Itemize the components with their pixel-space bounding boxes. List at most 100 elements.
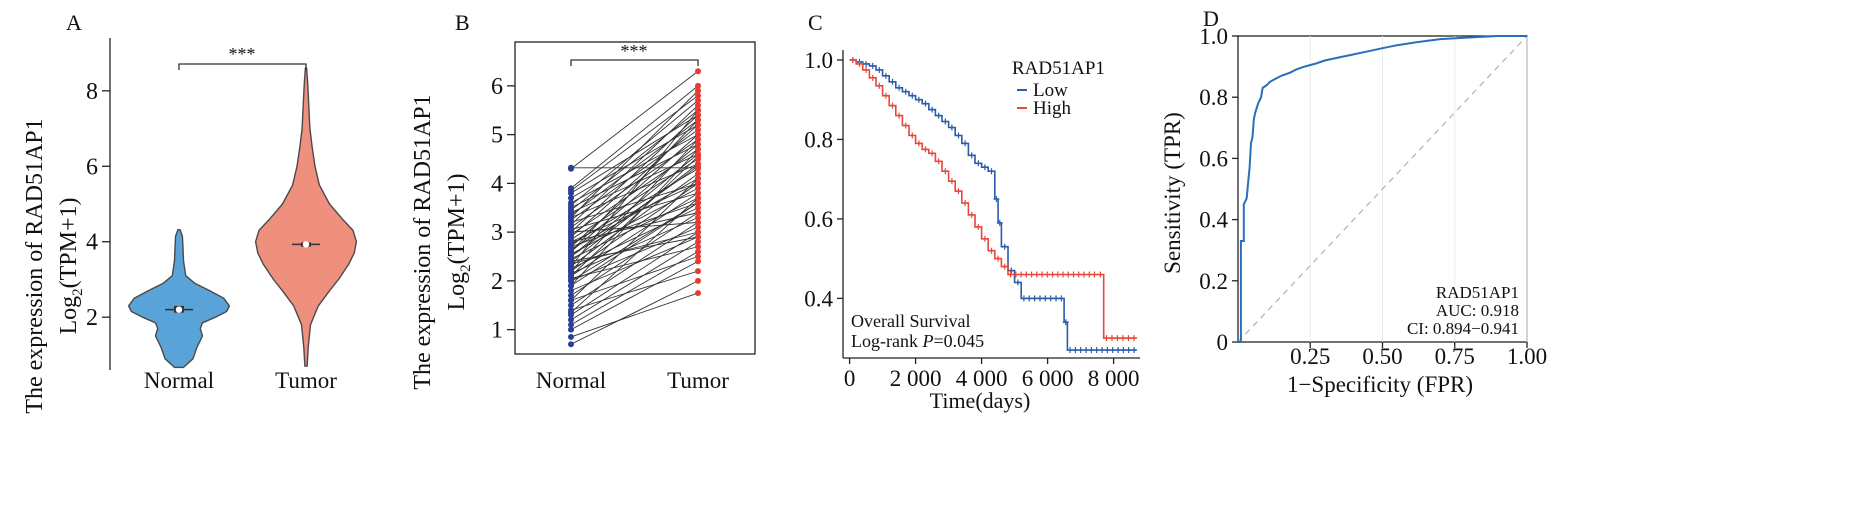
km-censor-low [1067, 347, 1074, 354]
km-censor-low [1020, 295, 1027, 302]
panel-c-xlabel: Time(days) [930, 388, 1031, 413]
tumor-point [695, 131, 701, 138]
panel-a-ylabel-line1: The expression of RAD51AP1 [22, 118, 48, 413]
km-censor-low [1014, 279, 1021, 286]
panel-c-annotation-line2: Log-rank P=0.045 [851, 331, 984, 351]
normal-point [568, 341, 574, 348]
km-censor-low [896, 84, 903, 91]
panel-a-sig-bracket [178, 63, 307, 70]
violin-tumor [254, 67, 358, 367]
tumor-point [695, 238, 701, 245]
pair-line [570, 153, 699, 214]
km-censor-high [922, 146, 929, 153]
pair-line [570, 217, 699, 274]
normal-point [568, 243, 574, 250]
pair-line [570, 192, 699, 277]
panel-d-ytick-label: 0 [1217, 330, 1229, 355]
pair-line [570, 134, 699, 204]
pair-line [570, 148, 699, 287]
km-censor-high [882, 92, 889, 99]
panel-b-ytick-label: 4 [491, 171, 503, 197]
tumor-point [695, 229, 701, 236]
panel-d-ytick-label: 0.4 [1199, 208, 1228, 233]
normal-point [568, 258, 574, 265]
tumor-point [695, 175, 701, 182]
panel-c-annotation: Overall Survival Log-rank P=0.045 [851, 311, 984, 351]
roc-curve [1238, 35, 1527, 343]
panel-d-ytick-label: 1.0 [1199, 24, 1228, 49]
pair-line [570, 182, 699, 223]
km-censor-low [993, 196, 1000, 203]
panel-c-plot [849, 56, 1138, 354]
panel-a-ylabel-line2: Log2(TPM+1) [56, 197, 86, 334]
panel-c-ytick-label: 0.4 [804, 286, 833, 311]
panel-d-xtick-label: 1.00 [1507, 344, 1547, 369]
km-censor-low [1131, 347, 1138, 354]
tumor-point [695, 107, 701, 114]
panel-a-sig-label: *** [229, 44, 256, 64]
km-censor-high [942, 168, 949, 175]
normal-point [568, 199, 574, 206]
panel-c-letter: C [808, 10, 823, 35]
normal-point [568, 282, 574, 289]
km-censor-low [1077, 347, 1084, 354]
panel-b-ytick-label: 5 [491, 123, 503, 149]
panel-b-ytick-label: 1 [491, 318, 503, 344]
pair-line [570, 221, 699, 233]
pair-line [570, 226, 699, 282]
tumor-point [695, 190, 701, 197]
pair-line [570, 182, 699, 243]
km-censor-low [1001, 243, 1008, 250]
km-censor-high [948, 178, 955, 185]
pair-line [570, 246, 699, 279]
km-censor-high [1097, 271, 1104, 278]
violin-normal [127, 229, 231, 369]
normal-point [568, 195, 574, 201]
km-censor-high [995, 255, 1002, 262]
tumor-point [695, 136, 701, 143]
km-censor-high [1075, 271, 1082, 278]
tumor-point [695, 121, 701, 128]
pair-line [570, 119, 699, 252]
panel-b-sig-label: *** [621, 41, 648, 61]
tumor-point [695, 170, 701, 177]
tumor-point [695, 153, 701, 160]
km-censor-high [1001, 263, 1008, 270]
pair-line [570, 260, 699, 331]
km-censor-low [1083, 347, 1090, 354]
panel-d-legend-line2: AUC: 0.918 [1436, 301, 1519, 320]
km-censor-low [902, 88, 909, 95]
km-censor-low [968, 152, 975, 159]
panel-a: A The expression of RAD51AP1 Log2(TPM+1)… [22, 10, 358, 414]
tumor-point [695, 87, 701, 94]
km-censor-low [1042, 295, 1049, 302]
km-censor-high [896, 112, 903, 119]
pair-line [570, 292, 699, 338]
normal-point [568, 248, 574, 255]
panel-d-legend-line3: CI: 0.894−0.941 [1407, 319, 1519, 338]
pair-line [570, 109, 699, 267]
km-censor-low [1104, 347, 1111, 354]
pair-line [570, 109, 699, 211]
km-censor-low [955, 132, 962, 139]
km-censor-low [1115, 347, 1122, 354]
km-censor-high [988, 247, 995, 254]
panel-a-yticks: 2 4 6 8 [86, 79, 110, 331]
km-censor-low [863, 60, 870, 67]
normal-point [568, 292, 574, 299]
tumor-point [695, 290, 701, 297]
normal-point [568, 277, 574, 284]
panel-d: D Sensitivity (TPR) 0 0.2 0.4 0.6 0.8 1.0 0.25… [1160, 6, 1547, 397]
km-censor-high [1028, 271, 1035, 278]
pair-line [570, 156, 699, 277]
km-censor-low [1036, 295, 1043, 302]
km-censor-low [929, 106, 936, 113]
km-censor-high [935, 158, 942, 165]
km-censor-low [996, 219, 1003, 226]
km-censor-high [1018, 271, 1025, 278]
tumor-point [695, 112, 701, 119]
km-censor-low [1026, 295, 1033, 302]
tumor-point [695, 68, 701, 75]
normal-point [568, 238, 574, 245]
km-censor-high [1070, 271, 1077, 278]
